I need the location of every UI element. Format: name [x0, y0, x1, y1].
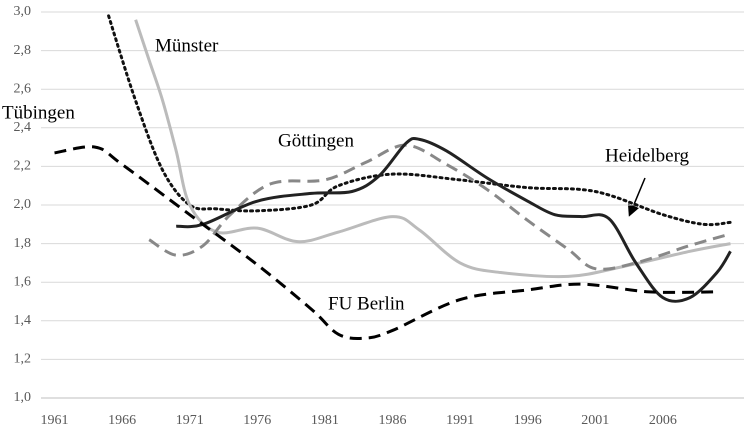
series-line	[134, 19, 731, 279]
y-tick-label: 3,0	[14, 4, 32, 19]
x-tick-label: 1981	[311, 413, 339, 428]
annotation-arrow	[627, 177, 646, 217]
x-tick-label: 1961	[41, 413, 69, 428]
series-line	[54, 145, 717, 341]
y-tick-label: 2,4	[14, 120, 32, 135]
series-label: Münster	[155, 35, 219, 56]
x-tick-label: 1976	[243, 413, 271, 428]
y-tick-label: 1,0	[14, 390, 32, 405]
series-label: Tübingen	[2, 102, 75, 123]
series-line	[107, 14, 732, 227]
x-tick-label: 1996	[514, 413, 542, 428]
y-tick-label: 2,8	[14, 43, 32, 58]
x-tick-label: 2001	[581, 413, 609, 428]
series-label: FU Berlin	[328, 293, 405, 314]
series-label: Heidelberg	[605, 145, 690, 166]
y-tick-label: 1,6	[14, 274, 32, 289]
y-tick-label: 2,2	[14, 159, 32, 174]
series-line	[176, 136, 732, 303]
x-tick-label: 1971	[176, 413, 204, 428]
y-tick-label: 1,8	[14, 236, 32, 251]
y-tick-label: 1,2	[14, 352, 32, 367]
series-line	[148, 143, 731, 271]
x-tick-label: 1966	[108, 413, 136, 428]
x-tick-label: 2006	[649, 413, 677, 428]
y-tick-label: 2,0	[14, 197, 32, 212]
x-tick-label: 1991	[446, 413, 474, 428]
series-label: Göttingen	[278, 130, 354, 151]
y-tick-label: 2,6	[14, 81, 32, 96]
x-tick-label: 1986	[379, 413, 407, 428]
y-tick-label: 1,4	[14, 313, 32, 328]
